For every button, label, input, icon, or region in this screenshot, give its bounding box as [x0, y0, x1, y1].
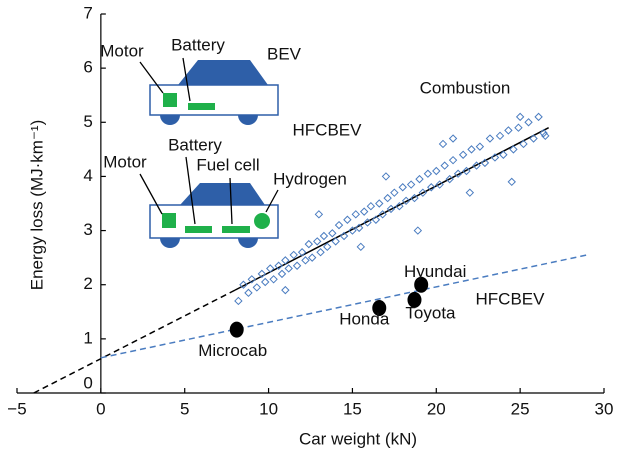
data-point	[450, 157, 457, 164]
data-point	[290, 251, 297, 258]
data-point	[505, 127, 512, 134]
series-label: Combustion	[420, 78, 511, 97]
x-tick-label: 20	[427, 399, 446, 418]
y-tick-label: 5	[83, 112, 92, 131]
data-point	[230, 322, 244, 338]
data-point	[329, 230, 336, 237]
hfcbev-label: Fuel cell	[196, 155, 259, 174]
data-point	[294, 262, 301, 269]
data-point	[476, 143, 483, 150]
point-label: Toyota	[405, 303, 456, 322]
data-point	[285, 265, 292, 272]
hfcbev-label: Hydrogen	[273, 169, 347, 188]
data-point	[317, 249, 324, 256]
y-tick-label: 1	[83, 328, 92, 347]
data-point	[515, 124, 522, 131]
data-point	[367, 203, 374, 210]
data-point	[336, 222, 343, 229]
x-axis-label: Car weight (kN)	[299, 429, 417, 448]
data-point	[535, 113, 542, 120]
x-tick-label: 5	[180, 399, 189, 418]
y-tick-label: 2	[83, 274, 92, 293]
x-tick-label: 0	[96, 399, 105, 418]
data-point	[270, 276, 277, 283]
data-point	[441, 162, 448, 169]
hfcbev-title: HFCBEV	[293, 120, 363, 139]
data-point	[497, 132, 504, 139]
data-point	[408, 181, 415, 188]
y-tick-label: 6	[83, 58, 92, 77]
hfcbev-label: Battery	[168, 135, 222, 154]
data-point	[450, 135, 457, 142]
data-point	[424, 170, 431, 177]
bev-label: Battery	[171, 35, 225, 54]
y-tick-label: 4	[83, 166, 92, 185]
data-point	[262, 279, 269, 286]
data-point	[320, 232, 327, 239]
data-point	[357, 243, 364, 250]
data-point	[508, 178, 515, 185]
hfcbev-label: Motor	[103, 152, 147, 171]
y-axis-label: Energy loss (MJ·km⁻¹)	[27, 120, 46, 290]
chart: Motor Battery BEV HFCBEV Motor Battery F…	[0, 0, 624, 452]
point-label: Microcab	[198, 341, 267, 360]
data-point	[309, 254, 316, 261]
data-point	[314, 238, 321, 245]
data-point	[376, 200, 383, 207]
data-point	[486, 135, 493, 142]
data-point	[302, 257, 309, 264]
y-tick-label: 0	[83, 373, 92, 392]
bev-title: BEV	[267, 44, 302, 63]
data-point	[384, 195, 391, 202]
y-tick-label: 7	[83, 3, 92, 22]
x-tick-label: 10	[259, 399, 278, 418]
data-point	[414, 227, 421, 234]
data-point	[315, 211, 322, 218]
data-point	[416, 176, 423, 183]
data-point	[361, 208, 368, 215]
y-tick-label: 3	[83, 220, 92, 239]
data-point	[382, 173, 389, 180]
data-point	[517, 113, 524, 120]
data-point	[399, 184, 406, 191]
point-label: Hyundai	[404, 262, 466, 281]
data-point	[352, 211, 359, 218]
data-point	[391, 189, 398, 196]
data-point	[282, 287, 289, 294]
data-point	[278, 270, 285, 277]
x-tick-label: 30	[595, 399, 614, 418]
x-tick-label: 15	[343, 399, 362, 418]
data-point	[305, 241, 312, 248]
data-point	[433, 168, 440, 175]
data-point	[525, 119, 532, 126]
bev-label: Motor	[100, 41, 144, 60]
series-label: HFCBEV	[476, 289, 546, 308]
data-point	[460, 151, 467, 158]
point-label: Honda	[339, 309, 390, 328]
data-point	[344, 216, 351, 223]
data-point	[466, 189, 473, 196]
bev-car	[140, 58, 278, 125]
x-tick-label: −5	[7, 399, 26, 418]
x-tick-label: 25	[511, 399, 530, 418]
data-point	[245, 289, 252, 296]
data-point	[468, 146, 475, 153]
data-point	[439, 140, 446, 147]
data-point	[253, 284, 260, 291]
data-point	[235, 297, 242, 304]
